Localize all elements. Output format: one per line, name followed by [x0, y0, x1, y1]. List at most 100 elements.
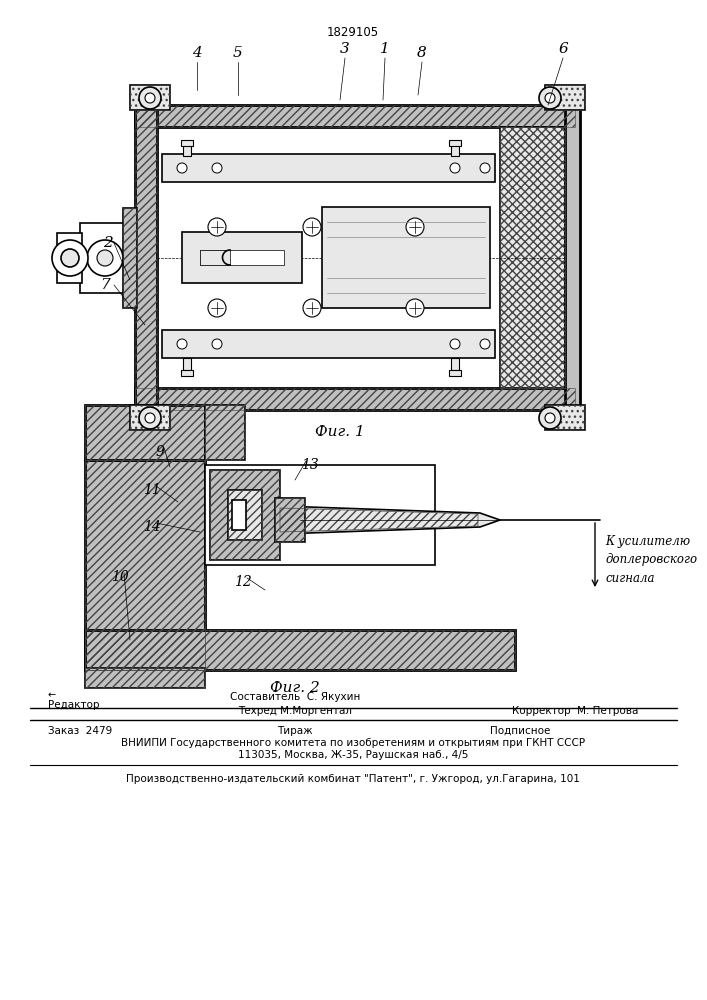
Bar: [210, 470, 280, 560]
Circle shape: [406, 299, 424, 317]
Bar: [135, 105, 157, 410]
Text: ВНИИПИ Государственного комитета по изобретениям и открытиям при ГКНТ СССР: ВНИИПИ Государственного комитета по изоб…: [121, 738, 585, 748]
Text: 2: 2: [103, 236, 113, 250]
Bar: [275, 498, 305, 542]
Circle shape: [97, 250, 113, 266]
Bar: [200, 250, 284, 265]
Bar: [130, 85, 170, 110]
Bar: [85, 668, 205, 688]
Bar: [183, 144, 191, 156]
Bar: [135, 388, 575, 410]
Circle shape: [139, 407, 161, 429]
Bar: [449, 370, 461, 376]
Bar: [80, 223, 130, 293]
Circle shape: [539, 407, 561, 429]
Bar: [500, 127, 565, 388]
Circle shape: [177, 339, 187, 349]
Bar: [123, 208, 137, 308]
Text: 3: 3: [340, 42, 350, 56]
Text: ←: ←: [48, 690, 56, 700]
Bar: [130, 85, 170, 110]
Text: 1: 1: [380, 42, 390, 56]
Text: 7: 7: [100, 278, 110, 292]
Circle shape: [177, 163, 187, 173]
Polygon shape: [280, 506, 500, 534]
Bar: [205, 405, 245, 460]
Circle shape: [87, 240, 123, 276]
Circle shape: [480, 339, 490, 349]
Circle shape: [303, 218, 321, 236]
Circle shape: [406, 218, 424, 236]
Bar: [545, 405, 585, 430]
Bar: [181, 370, 193, 376]
Circle shape: [212, 163, 222, 173]
Text: 1829105: 1829105: [327, 25, 379, 38]
Circle shape: [450, 163, 460, 173]
Bar: [565, 105, 580, 410]
Bar: [135, 105, 575, 127]
Bar: [545, 405, 585, 430]
Bar: [545, 85, 585, 110]
Bar: [85, 630, 515, 670]
Bar: [322, 207, 490, 308]
Circle shape: [145, 413, 155, 423]
Bar: [162, 330, 495, 358]
Bar: [183, 358, 191, 370]
Bar: [545, 85, 585, 110]
Circle shape: [208, 218, 226, 236]
Circle shape: [539, 87, 561, 109]
Text: Фиг. 1: Фиг. 1: [315, 425, 365, 439]
Text: 8: 8: [417, 46, 427, 60]
Bar: [135, 105, 157, 410]
Bar: [232, 500, 246, 530]
Bar: [85, 668, 205, 688]
Bar: [205, 405, 245, 460]
Bar: [449, 140, 461, 146]
Text: 113035, Москва, Ж-35, Раушская наб., 4/5: 113035, Москва, Ж-35, Раушская наб., 4/5: [238, 750, 468, 760]
Bar: [228, 490, 262, 540]
Bar: [162, 154, 495, 182]
Text: Производственно-издательский комбинат "Патент", г. Ужгород, ул.Гагарина, 101: Производственно-издательский комбинат "П…: [126, 774, 580, 784]
Text: 10: 10: [111, 570, 129, 584]
Circle shape: [145, 93, 155, 103]
Circle shape: [212, 339, 222, 349]
Circle shape: [61, 249, 79, 267]
Bar: [182, 232, 302, 283]
Text: Фиг. 2: Фиг. 2: [270, 681, 320, 695]
Text: 6: 6: [558, 42, 568, 56]
Bar: [205, 465, 435, 565]
Text: Редактор: Редактор: [48, 700, 100, 710]
Circle shape: [545, 413, 555, 423]
Bar: [57, 233, 82, 283]
Text: 12: 12: [234, 575, 252, 589]
Text: Составитель  С. Якухин: Составитель С. Якухин: [230, 692, 360, 702]
Bar: [275, 498, 305, 542]
Text: Подписное: Подписное: [490, 726, 550, 736]
Bar: [130, 405, 170, 430]
Circle shape: [450, 339, 460, 349]
Text: 13: 13: [301, 458, 319, 472]
Bar: [123, 208, 137, 308]
Bar: [85, 460, 205, 670]
Circle shape: [545, 93, 555, 103]
Text: Техред М.Моргентал: Техред М.Моргентал: [238, 706, 352, 716]
Text: 4: 4: [192, 46, 202, 60]
Text: Заказ  2479: Заказ 2479: [48, 726, 112, 736]
Bar: [200, 250, 230, 265]
Bar: [228, 490, 262, 540]
Text: 9: 9: [156, 445, 165, 459]
Circle shape: [208, 299, 226, 317]
Text: 14: 14: [143, 520, 161, 534]
Text: К усилителю
доплеровского
сигнала: К усилителю доплеровского сигнала: [605, 536, 697, 584]
Bar: [85, 460, 205, 670]
Circle shape: [480, 163, 490, 173]
Bar: [85, 630, 515, 670]
Bar: [130, 405, 170, 430]
Bar: [210, 470, 280, 560]
Text: Корректор  М. Петрова: Корректор М. Петрова: [512, 706, 638, 716]
Bar: [85, 405, 205, 460]
Bar: [500, 127, 565, 388]
Circle shape: [139, 87, 161, 109]
Circle shape: [52, 240, 88, 276]
Bar: [135, 105, 575, 127]
